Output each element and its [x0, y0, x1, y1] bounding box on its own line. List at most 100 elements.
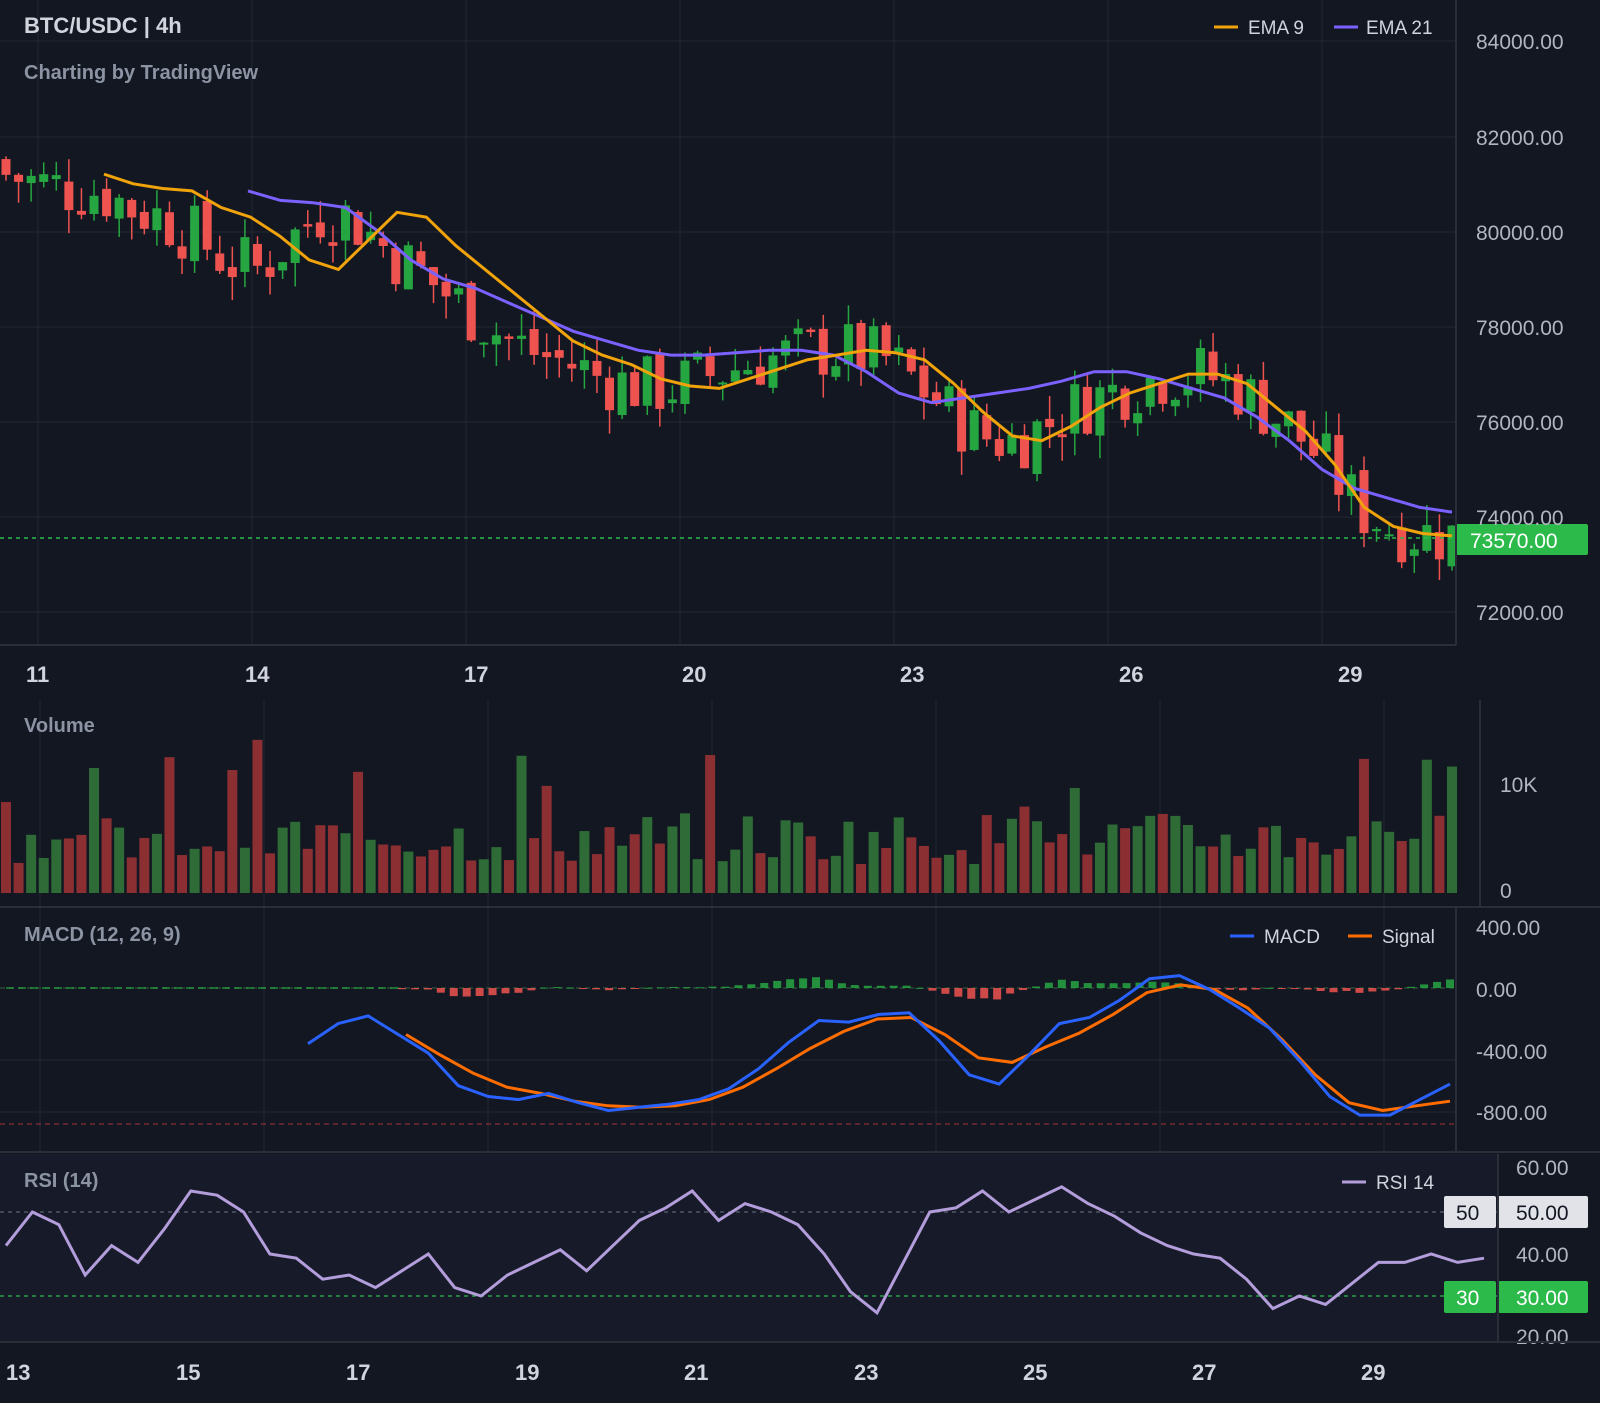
volume-bar	[63, 838, 74, 893]
volume-bar	[654, 843, 665, 893]
candle-body	[743, 369, 753, 375]
price-y-axis[interactable]: 84000.00 82000.00 80000.00 78000.00 7600…	[1476, 31, 1564, 625]
legend-rsi[interactable]: RSI 14	[1342, 1173, 1435, 1194]
candle-body	[1108, 384, 1118, 393]
candle-body	[919, 365, 929, 398]
volume-bar	[1220, 834, 1231, 893]
candle-body	[579, 360, 589, 371]
price-pane[interactable]: BTC/USDC | 4h Charting by TradingView EM…	[0, 0, 1588, 687]
macd-hist-bar	[1251, 988, 1260, 990]
macd-hist-bar	[449, 988, 458, 997]
macd-hist-bar	[967, 988, 976, 999]
legend-ema21[interactable]: EMA 21	[1334, 18, 1433, 39]
macd-hist-bar	[410, 988, 419, 990]
macd-hist-bar	[993, 988, 1002, 1000]
macd-hist-bar	[617, 988, 626, 990]
macd-hist-bar	[1277, 988, 1286, 989]
candle-body	[567, 363, 577, 369]
rsi-title: RSI (14)	[24, 1170, 98, 1192]
candle-body	[26, 175, 36, 184]
candle-body	[1070, 384, 1080, 434]
volume-bar	[818, 859, 829, 893]
macd-hist-bar	[1407, 986, 1416, 988]
macd-hist-bar	[1044, 982, 1053, 988]
macd-hist-bar	[198, 987, 206, 989]
macd-hist-bar	[30, 987, 38, 989]
macd-hist-bar	[210, 987, 218, 989]
rsi-pane[interactable]: RSI (14) RSI 14 50 30 60.00 50.00 40.00 …	[0, 1154, 1600, 1385]
volume-bar	[793, 822, 804, 893]
legend-signal[interactable]: Signal	[1348, 927, 1435, 948]
volume-pane[interactable]: Volume 10K 0	[0, 700, 1600, 908]
volume-bar	[1057, 834, 1068, 893]
rsi-x-axis[interactable]: 13 15 17 19 21 23 25 27 29	[6, 1360, 1385, 1385]
macd-hist-bar	[708, 986, 717, 988]
macd-hist-bar	[378, 987, 386, 989]
macd-hist-bar	[246, 987, 254, 989]
volume-bar	[1019, 806, 1030, 893]
volume-bar	[428, 849, 439, 893]
rsi-30-tag: 30	[1456, 1287, 1479, 1310]
candle-body	[190, 205, 200, 262]
candle-body	[1057, 434, 1067, 438]
volume-bar	[1069, 787, 1080, 893]
macd-hist-bar	[1057, 979, 1066, 988]
candle-body	[869, 326, 879, 368]
volume-bar	[265, 853, 276, 893]
candle-body	[605, 377, 615, 411]
macd-hist-bar	[1303, 988, 1312, 990]
volume-tick-0: 0	[1500, 880, 1512, 903]
volume-bar	[931, 857, 942, 893]
legend-ema9[interactable]: EMA 9	[1214, 18, 1304, 39]
candle-body	[1233, 374, 1243, 415]
date-tick-17: 17	[464, 662, 488, 687]
price-x-axis[interactable]: 11 14 17 20 23 26 29	[26, 662, 1362, 687]
candle-body	[252, 243, 262, 266]
candle-body	[202, 200, 212, 250]
volume-bar	[579, 831, 590, 893]
volume-bar	[302, 848, 313, 893]
volume-bar	[1182, 824, 1193, 893]
volume-bar	[466, 860, 477, 893]
volume-bar	[780, 820, 791, 893]
macd-hist-bar	[398, 988, 406, 990]
volume-bar	[1358, 758, 1369, 893]
macd-hist-bar	[102, 987, 110, 989]
volume-bar	[742, 816, 753, 893]
volume-bar	[1447, 766, 1457, 893]
legend-macd[interactable]: MACD	[1230, 927, 1320, 948]
volume-bar	[868, 831, 879, 893]
macd-hist-bar	[366, 987, 374, 989]
macd-hist-bar	[1083, 983, 1092, 988]
macd-hist-bar	[863, 985, 872, 988]
volume-bar	[906, 837, 917, 893]
macd-pane[interactable]: MACD (12, 26, 9) MACD Signal 400.00 0.00…	[0, 907, 1600, 1153]
volume-bar	[1421, 759, 1432, 893]
macd-hist-bar	[553, 987, 562, 989]
volume-bar	[994, 843, 1005, 893]
volume-bar	[1032, 821, 1043, 893]
macd-hist-bar	[42, 987, 50, 989]
macd-hist-bar	[734, 985, 743, 988]
candle-body	[667, 399, 677, 404]
volume-bar	[491, 847, 502, 893]
candle-body	[127, 199, 137, 218]
macd-tick-400: 400.00	[1476, 917, 1540, 940]
macd-tick-neg400: -400.00	[1476, 1041, 1547, 1064]
macd-hist-bar	[824, 979, 833, 988]
macd-tick-neg800: -800.00	[1476, 1102, 1547, 1125]
rsi-date-19: 19	[515, 1360, 539, 1385]
volume-bar	[13, 862, 24, 893]
macd-legend-label: MACD	[1264, 927, 1320, 948]
macd-hist-bar	[6, 987, 14, 989]
candle-body	[843, 324, 853, 365]
rsi-50-tag-bg	[1444, 1196, 1496, 1228]
macd-hist-bar	[721, 986, 730, 988]
macd-hist-bar	[514, 988, 523, 993]
macd-hist-bar	[1342, 988, 1351, 991]
candle-body	[881, 325, 891, 357]
volume-bar	[541, 785, 552, 893]
ema21-line	[247, 189, 1453, 514]
date-tick-26: 26	[1119, 662, 1143, 687]
